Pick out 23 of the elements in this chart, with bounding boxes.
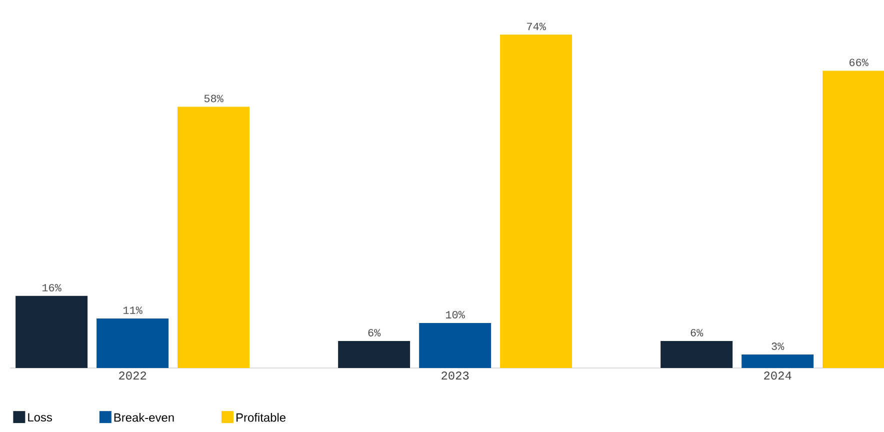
data-label: 11% [123,306,142,314]
bar [16,296,88,368]
data-label: 16% [42,284,62,292]
bar [178,106,250,368]
x-tick-label: 2022 [119,372,146,380]
x-tick-label: 2023 [442,372,469,380]
data-label: 10% [446,311,465,318]
data-label: 58% [204,94,224,102]
data-label: 66% [850,58,868,66]
legend-label: Loss [28,413,52,422]
bar [660,340,733,368]
data-label: 74% [527,22,546,30]
bar [419,322,492,368]
bar [96,318,169,368]
data-label: 6% [368,329,381,336]
bar [500,34,572,368]
data-label: 3% [772,342,784,350]
legend-label: Profitable [236,412,286,422]
legend-label: Break-even [114,412,174,422]
bar [742,354,814,368]
bar [338,340,410,368]
data-label: 6% [690,329,704,336]
x-tick-label: 2024 [764,372,792,380]
